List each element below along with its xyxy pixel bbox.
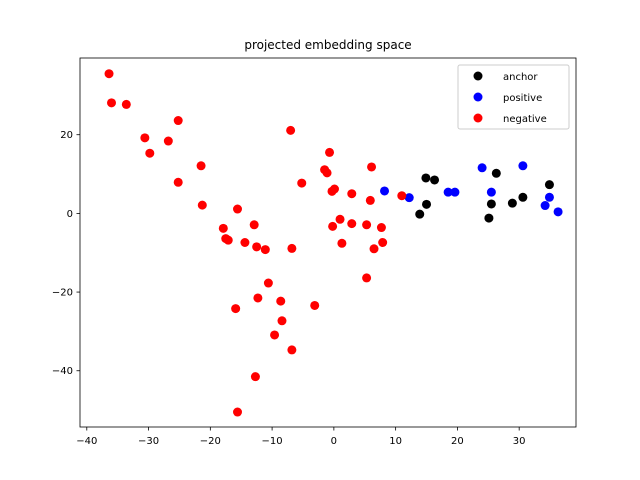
negative-point	[260, 245, 270, 255]
negative-point	[233, 204, 243, 214]
negative-point	[347, 219, 357, 229]
negative-point	[335, 214, 345, 224]
x-tick-label: 30	[513, 436, 526, 447]
positive-point	[477, 163, 487, 173]
negative-point	[297, 178, 307, 188]
x-tick-label: −40	[76, 436, 97, 447]
legend-box	[457, 64, 570, 130]
x-tick-label: 10	[389, 436, 402, 447]
negative-point	[276, 296, 286, 306]
positive-point	[518, 161, 528, 171]
negative-point	[252, 242, 262, 252]
negative-point	[270, 330, 280, 340]
positive-point	[553, 207, 563, 217]
negative-point	[347, 189, 357, 199]
positive-point	[380, 186, 390, 196]
negative-point	[337, 238, 347, 248]
y-tick-label: −20	[52, 288, 73, 299]
negative-legend-label: negative	[503, 114, 547, 125]
negative-point	[367, 162, 377, 172]
negative-point	[107, 98, 116, 108]
negative-point	[197, 200, 207, 210]
negative-point	[362, 220, 372, 230]
anchor-point	[507, 198, 517, 208]
negative-point	[397, 191, 407, 201]
positive-legend-marker	[473, 92, 483, 102]
negative-point	[286, 125, 296, 135]
negative-point	[104, 69, 114, 79]
negative-point	[223, 235, 233, 245]
positive-point	[404, 193, 414, 203]
anchor-point	[430, 175, 440, 185]
anchor-point	[486, 199, 496, 209]
negative-point	[376, 223, 386, 233]
x-tick-label: −30	[138, 436, 159, 447]
negative-point	[287, 243, 297, 253]
legend: anchor positive negative	[457, 64, 570, 130]
y-tick-label: 0	[67, 209, 73, 220]
anchor-legend-label: anchor	[503, 72, 538, 83]
negative-point	[365, 195, 375, 205]
negative-point	[240, 238, 250, 247]
plot-frame	[79, 57, 577, 428]
negative-point	[196, 161, 206, 171]
points-layer	[104, 69, 563, 417]
anchor-legend-marker	[473, 71, 483, 81]
positive-legend-label: positive	[503, 93, 542, 104]
anchor-point	[422, 199, 432, 209]
negative-legend-marker	[473, 113, 483, 123]
y-tick-label: −40	[52, 366, 73, 377]
x-tick-label: 20	[451, 436, 464, 447]
positive-point	[540, 201, 550, 211]
x-tick-label: −10	[262, 436, 283, 447]
negative-point	[233, 407, 243, 417]
anchor-point	[544, 180, 554, 190]
negative-point	[362, 273, 372, 283]
positive-point	[486, 187, 496, 197]
chart-title: projected embedding space	[244, 38, 411, 52]
x-tick-label: 0	[331, 436, 337, 447]
negative-point	[329, 184, 339, 194]
negative-point	[277, 316, 287, 326]
negative-point	[263, 278, 273, 288]
negative-point	[310, 300, 320, 310]
negative-point	[249, 220, 259, 230]
y-tick-label: 20	[60, 130, 73, 141]
negative-point	[231, 304, 241, 314]
negative-point	[163, 136, 173, 146]
negative-point	[140, 133, 150, 143]
anchor-point	[491, 168, 501, 178]
x-tick-label: −20	[200, 436, 221, 447]
negative-point	[253, 293, 263, 303]
axes-layer: −40 −30 −20 −10 0 10 20 30 −40 −20 0 20	[52, 57, 577, 447]
negative-point	[325, 147, 335, 157]
positive-point	[443, 187, 453, 197]
anchor-point	[421, 173, 431, 183]
negative-point	[250, 372, 260, 382]
negative-point	[145, 148, 155, 158]
anchor-point	[518, 192, 528, 202]
positive-point	[450, 187, 460, 197]
negative-point	[378, 238, 388, 247]
negative-point	[121, 99, 131, 109]
negative-point	[328, 221, 338, 231]
negative-point	[322, 168, 332, 178]
anchor-point	[415, 209, 425, 219]
negative-point	[287, 345, 297, 355]
positive-point	[544, 192, 554, 202]
anchor-point	[484, 213, 494, 223]
negative-point	[369, 244, 379, 254]
negative-point	[218, 223, 228, 233]
negative-point	[173, 116, 183, 126]
negative-point	[173, 177, 183, 187]
